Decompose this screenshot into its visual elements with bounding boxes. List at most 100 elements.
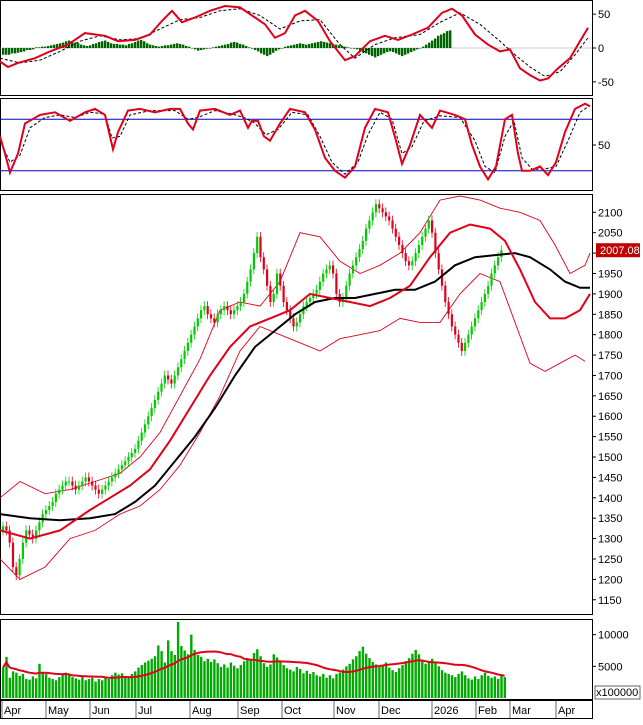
macd-histogram-bar xyxy=(365,48,368,54)
volume-bar xyxy=(114,672,117,698)
volume-bar xyxy=(54,680,58,698)
volume-bar xyxy=(289,669,292,698)
volume-bar xyxy=(110,675,114,698)
candle-up xyxy=(275,273,279,294)
macd-histogram-bar xyxy=(410,48,413,53)
macd-histogram-bar xyxy=(134,41,137,48)
volume-bar xyxy=(190,634,193,698)
macd-histogram-bar xyxy=(431,40,434,48)
macd-histogram-bar xyxy=(23,48,26,52)
macd-histogram-bar xyxy=(179,43,182,48)
volume-bar xyxy=(31,676,35,698)
macd-histogram-bar xyxy=(2,48,5,55)
volume-bar xyxy=(226,667,229,698)
volume-bar xyxy=(351,659,355,698)
volume-multiplier-label: x100000 xyxy=(596,687,638,699)
candle-up xyxy=(110,477,114,482)
x-tick-label: Dec xyxy=(381,705,401,717)
volume-bar xyxy=(134,671,137,698)
volume-bar xyxy=(252,653,256,698)
candle-up xyxy=(51,501,54,506)
price-y-tick-label: 1800 xyxy=(598,330,622,342)
macd-histogram-bar xyxy=(98,41,101,48)
macd-histogram-bar xyxy=(434,38,437,48)
macd-histogram-bar xyxy=(113,43,116,48)
macd-histogram-bar xyxy=(281,48,284,49)
macd-histogram-bar xyxy=(323,41,326,48)
candle-down xyxy=(285,302,288,311)
candle-up xyxy=(176,367,180,376)
candle-down xyxy=(404,253,407,262)
candle-up xyxy=(38,522,41,531)
candle-up xyxy=(160,383,163,392)
candle-up xyxy=(318,281,321,290)
macd-histogram-bar xyxy=(428,42,431,48)
candle-up xyxy=(252,253,255,270)
macd-y-tick-label: 50 xyxy=(598,9,610,21)
volume-bar xyxy=(421,660,424,698)
macd-histogram-bar xyxy=(29,48,32,51)
macd-histogram-bar xyxy=(401,48,404,57)
macd-histogram-bar xyxy=(308,43,311,48)
volume-bar xyxy=(305,670,308,698)
volume-bar xyxy=(18,675,21,698)
macd-histogram-bar xyxy=(251,48,254,49)
candle-up xyxy=(180,359,183,368)
price-y-tick-label: 1700 xyxy=(598,370,622,382)
price-y-tick-label: 1500 xyxy=(598,452,622,464)
macd-histogram-bar xyxy=(278,48,281,50)
last-price-label: 2007.08 xyxy=(600,245,640,257)
volume-bar xyxy=(275,657,279,698)
candle-up xyxy=(308,297,312,303)
macd-histogram-bar xyxy=(233,41,236,48)
candle-up xyxy=(107,481,110,486)
volume-bar xyxy=(35,678,38,698)
volume-bar xyxy=(371,661,374,698)
candle-up xyxy=(365,228,368,241)
macd-histogram-bar xyxy=(227,43,230,48)
macd-histogram-bar xyxy=(92,43,95,48)
volume-bar xyxy=(335,673,338,698)
candle-down xyxy=(209,314,213,319)
macd-histogram-bar xyxy=(284,46,287,48)
macd-histogram-bar xyxy=(416,48,419,50)
macd-histogram-bar xyxy=(395,48,398,54)
candle-up xyxy=(48,505,51,511)
price-y-tick-label: 1250 xyxy=(598,554,622,566)
volume-bar xyxy=(312,672,315,698)
x-tick-label: Jun xyxy=(92,705,110,717)
candle-up xyxy=(44,510,48,515)
macd-histogram-bar xyxy=(218,45,221,48)
volume-bar xyxy=(285,668,289,698)
price-y-tick-label: 1750 xyxy=(598,350,622,362)
candle-down xyxy=(460,342,463,351)
candle-down xyxy=(457,334,460,343)
x-tick-label: Apr xyxy=(4,705,21,717)
macd-histogram-bar xyxy=(44,46,47,48)
volume-bar xyxy=(302,673,305,698)
macd-histogram-bar xyxy=(317,41,320,48)
last-price-box: 2007.08 xyxy=(596,243,640,258)
macd-histogram-bar xyxy=(62,42,65,48)
candle-down xyxy=(447,302,450,315)
macd-histogram-bar xyxy=(359,48,362,51)
macd-histogram-bar xyxy=(89,45,92,48)
volume-bar xyxy=(325,677,328,698)
volume-bar xyxy=(229,662,233,698)
macd-histogram-bar xyxy=(149,44,152,48)
macd-histogram-bar xyxy=(74,42,77,48)
macd-histogram-bar xyxy=(260,48,263,54)
volume-bar xyxy=(163,662,167,698)
volume-bar xyxy=(104,677,107,698)
moving-average-short xyxy=(0,223,591,540)
candle-up xyxy=(157,391,160,400)
volume-bar xyxy=(457,673,460,698)
candle-down xyxy=(31,534,34,539)
volume-bar xyxy=(84,680,87,698)
volume-bar xyxy=(322,673,325,698)
volume-bar xyxy=(28,679,31,698)
candle-up xyxy=(315,289,318,294)
volume-bar xyxy=(444,672,447,698)
macd-histogram-bar xyxy=(389,48,392,52)
